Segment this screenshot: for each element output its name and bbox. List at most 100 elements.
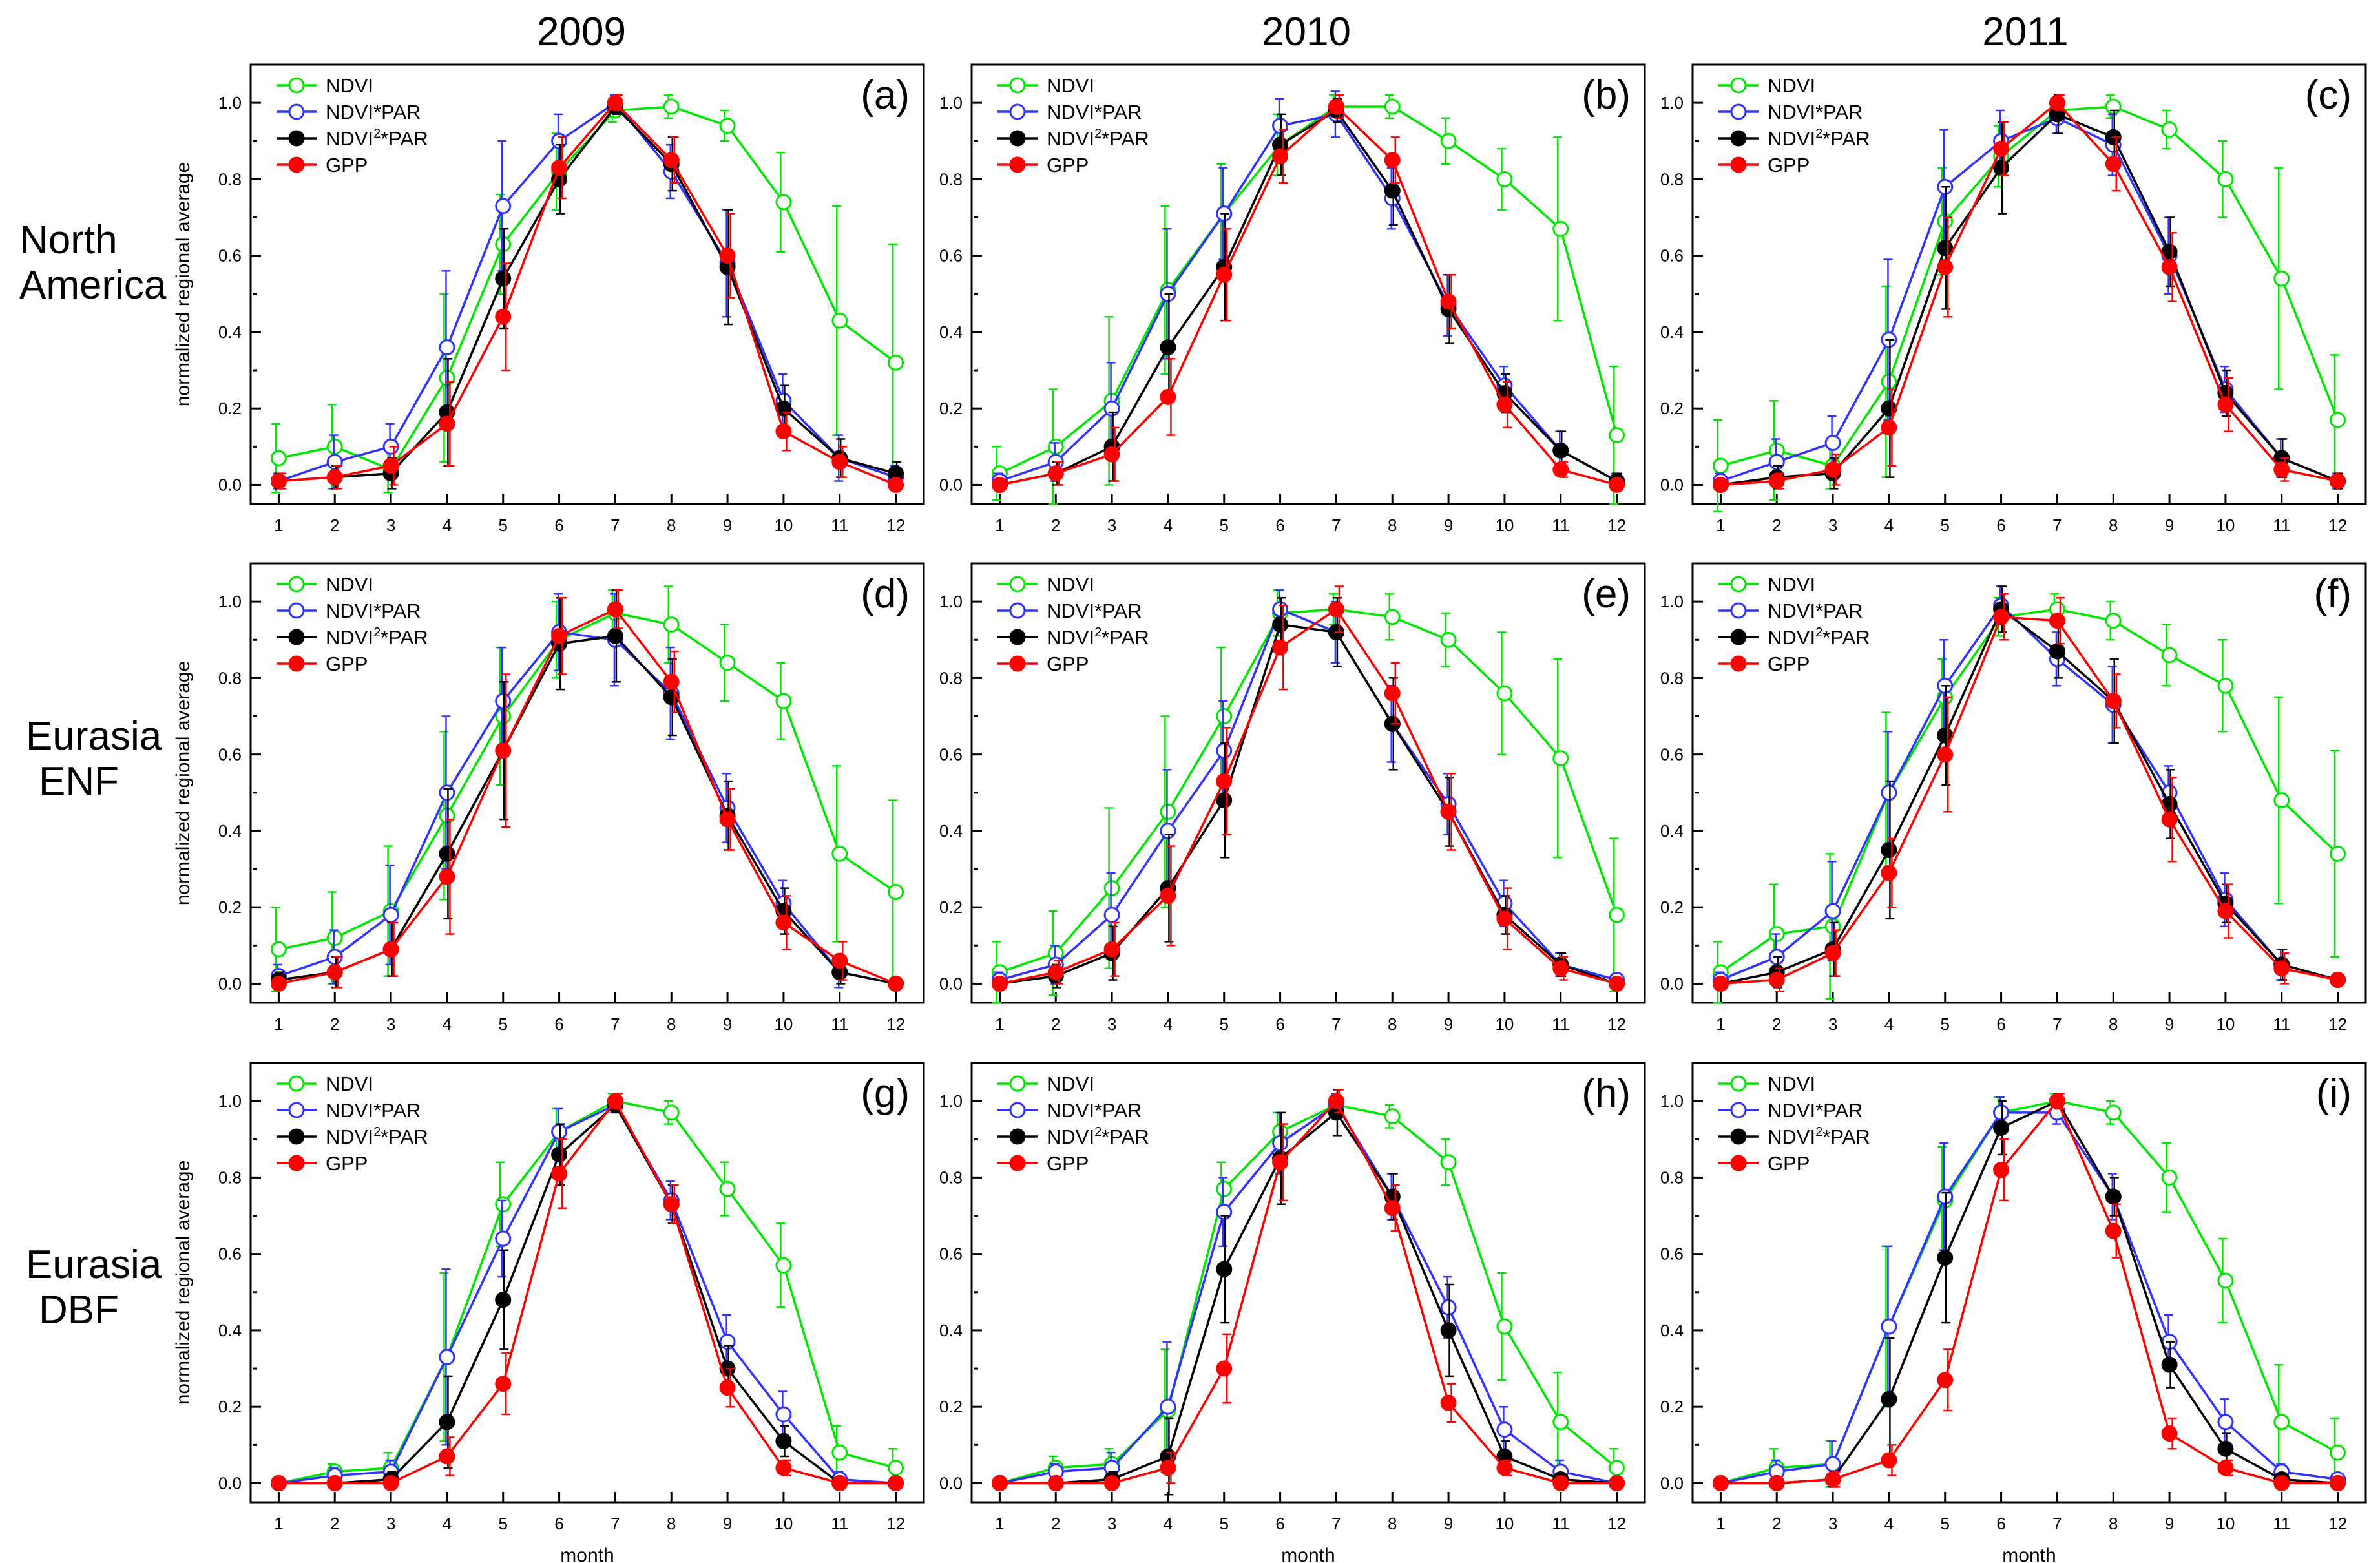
x-tick-label: 5 — [1941, 1514, 1950, 1533]
x-tick-label: 1 — [1716, 1514, 1725, 1533]
y-tick-label: 1.0 — [939, 93, 963, 112]
legend-marker — [1009, 130, 1026, 147]
legend-entry-label: NDVI*PAR — [1768, 101, 1863, 123]
data-point — [551, 132, 568, 149]
data-point — [1937, 240, 1954, 257]
legend-marker — [1730, 655, 1747, 672]
x-tick-label: 4 — [443, 516, 452, 535]
data-point — [2049, 643, 2065, 660]
legend-entry-label: NDVI2*PAR — [1047, 127, 1149, 150]
x-tick-label: 8 — [667, 1514, 676, 1533]
y-tick-label: 0.8 — [1660, 668, 1684, 687]
data-point — [2105, 1222, 2122, 1239]
series-line — [1720, 105, 2339, 467]
legend-label-base: NDVI — [1768, 127, 1815, 150]
y-tick-label: 0.0 — [218, 1473, 242, 1493]
series-line — [999, 1104, 1618, 1485]
data-point — [2330, 972, 2346, 989]
data-point — [1160, 1460, 1176, 1476]
x-tick-label: 6 — [1275, 1514, 1284, 1533]
plot-frame — [249, 562, 925, 1004]
data-point — [775, 194, 792, 211]
series-line — [999, 1111, 1617, 1485]
data-point — [2273, 270, 2290, 287]
legend-marker — [1009, 576, 1026, 593]
panel-label: (a) — [861, 73, 910, 118]
series-line — [999, 105, 1618, 487]
series-gpp — [991, 585, 1625, 992]
data-point — [1881, 841, 1897, 858]
x-tick-label: 12 — [1607, 1014, 1626, 1034]
panels: 0.00.20.40.60.81.01 2 3 4 5 6 7 8 9 10 11 12normali… — [172, 63, 2367, 1563]
series-ndvi2-par — [991, 1089, 1625, 1496]
legend-marker — [1730, 602, 1747, 619]
legend-entry-label: NDVI2*PAR — [326, 625, 428, 649]
data-point — [1103, 400, 1120, 417]
data-point — [1216, 1204, 1233, 1221]
data-point — [719, 1180, 736, 1197]
data-point — [1160, 823, 1176, 839]
x-tick-label: 1 — [995, 516, 1004, 535]
data-point — [551, 1146, 568, 1163]
data-point — [1047, 964, 1064, 981]
data-point — [551, 627, 568, 644]
y-tick-label: 1.0 — [1660, 1091, 1684, 1111]
data-point — [1216, 708, 1233, 725]
data-point — [991, 476, 1008, 493]
x-tick-label: 10 — [1495, 1514, 1514, 1533]
series-ndvi2-par — [270, 589, 904, 992]
x-tick-label: 6 — [554, 1514, 563, 1533]
data-point — [719, 811, 736, 828]
y-tick-label: 0.0 — [939, 475, 963, 494]
x-tick-label: 5 — [1220, 1514, 1229, 1533]
data-point — [270, 975, 287, 992]
data-point — [2217, 677, 2234, 694]
data-point — [1712, 457, 1729, 474]
series-line — [1720, 608, 2339, 974]
legend-marker — [288, 103, 305, 120]
data-point — [719, 1379, 736, 1396]
series-line — [278, 612, 897, 950]
legend-label-suffix: *PAR — [381, 127, 428, 150]
x-tick-label: 6 — [554, 1014, 563, 1034]
y-tick-label: 0.8 — [1660, 169, 1684, 189]
data-point — [888, 1474, 904, 1491]
data-point — [663, 616, 680, 633]
x-tick-label: 1 — [995, 1014, 1004, 1034]
data-point — [2330, 845, 2346, 862]
data-point — [1712, 975, 1729, 992]
legend-marker — [288, 77, 305, 94]
legend-entry-label: GPP — [1768, 1152, 1810, 1175]
legend-label-suffix: *PAR — [1822, 626, 1870, 649]
y-axis-label: normalized regional average — [172, 661, 194, 906]
panel-g: 0.00.20.40.60.81.01 2 3 4 5 6 7 8 9 10 11 12normali… — [172, 1062, 925, 1563]
panel-a: 0.00.20.40.60.81.01 2 3 4 5 6 7 8 9 10 11 12normali… — [172, 63, 925, 535]
data-point — [1881, 419, 1897, 436]
data-point — [2161, 1425, 2178, 1442]
panel-f: 0.00.20.40.60.81.01 2 3 4 5 6 7 8 9 10 11 12(f)NDVI… — [1660, 562, 2367, 1034]
legend-entry-label: GPP — [1047, 1152, 1089, 1175]
legend-marker — [288, 1128, 305, 1145]
x-tick-label: 9 — [1444, 1014, 1453, 1034]
legend-marker — [288, 629, 305, 645]
legend-entry-label: NDVI2*PAR — [1768, 1125, 1870, 1148]
y-tick-label: 0.2 — [218, 1397, 242, 1416]
data-point — [439, 415, 455, 432]
data-point — [1440, 1154, 1457, 1171]
series-line — [278, 631, 896, 985]
data-point — [382, 457, 399, 474]
legend-marker — [288, 156, 305, 173]
legend-marker — [288, 576, 305, 593]
legend-label-superscript: 2 — [1094, 1125, 1101, 1139]
plot-frame — [249, 1062, 925, 1504]
panel-b: 0.00.20.40.60.81.01 2 3 4 5 6 7 8 9 10 11 12(b)NDVI… — [939, 63, 1646, 535]
data-point — [1216, 266, 1233, 283]
series-line — [278, 105, 897, 471]
x-tick-label: 7 — [1331, 516, 1341, 535]
data-point — [1993, 140, 2010, 157]
x-tick-label: 1 — [274, 1514, 283, 1533]
series-line — [278, 635, 896, 985]
